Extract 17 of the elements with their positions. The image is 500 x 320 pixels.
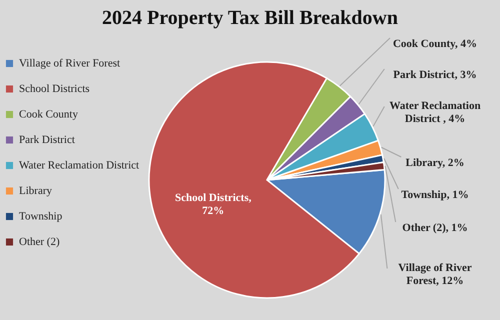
chart-title: 2024 Property Tax Bill Breakdown: [102, 7, 398, 29]
data-label: School Districts, 72%: [174, 192, 252, 217]
legend-label: Village of River Forest: [19, 58, 120, 70]
legend-label: Township: [19, 210, 63, 222]
data-label: Cook County, 4%: [392, 38, 478, 50]
data-label: Water Reclamation District , 4%: [389, 100, 481, 125]
legend-label: Library: [19, 185, 52, 197]
data-label: Park District, 3%: [393, 69, 477, 81]
legend-label: School Districts: [19, 83, 90, 95]
data-label: Other (2), 1%: [402, 222, 468, 234]
data-label: Township, 1%: [401, 189, 469, 201]
legend-label: Other (2): [19, 236, 60, 248]
legend-label: Park District: [19, 134, 75, 146]
data-label: Library, 2%: [406, 157, 464, 169]
legend-label: Water Reclamation District: [19, 160, 140, 172]
legend-label: Cook County: [19, 108, 78, 120]
data-label: Village of River Forest, 12%: [398, 262, 472, 287]
